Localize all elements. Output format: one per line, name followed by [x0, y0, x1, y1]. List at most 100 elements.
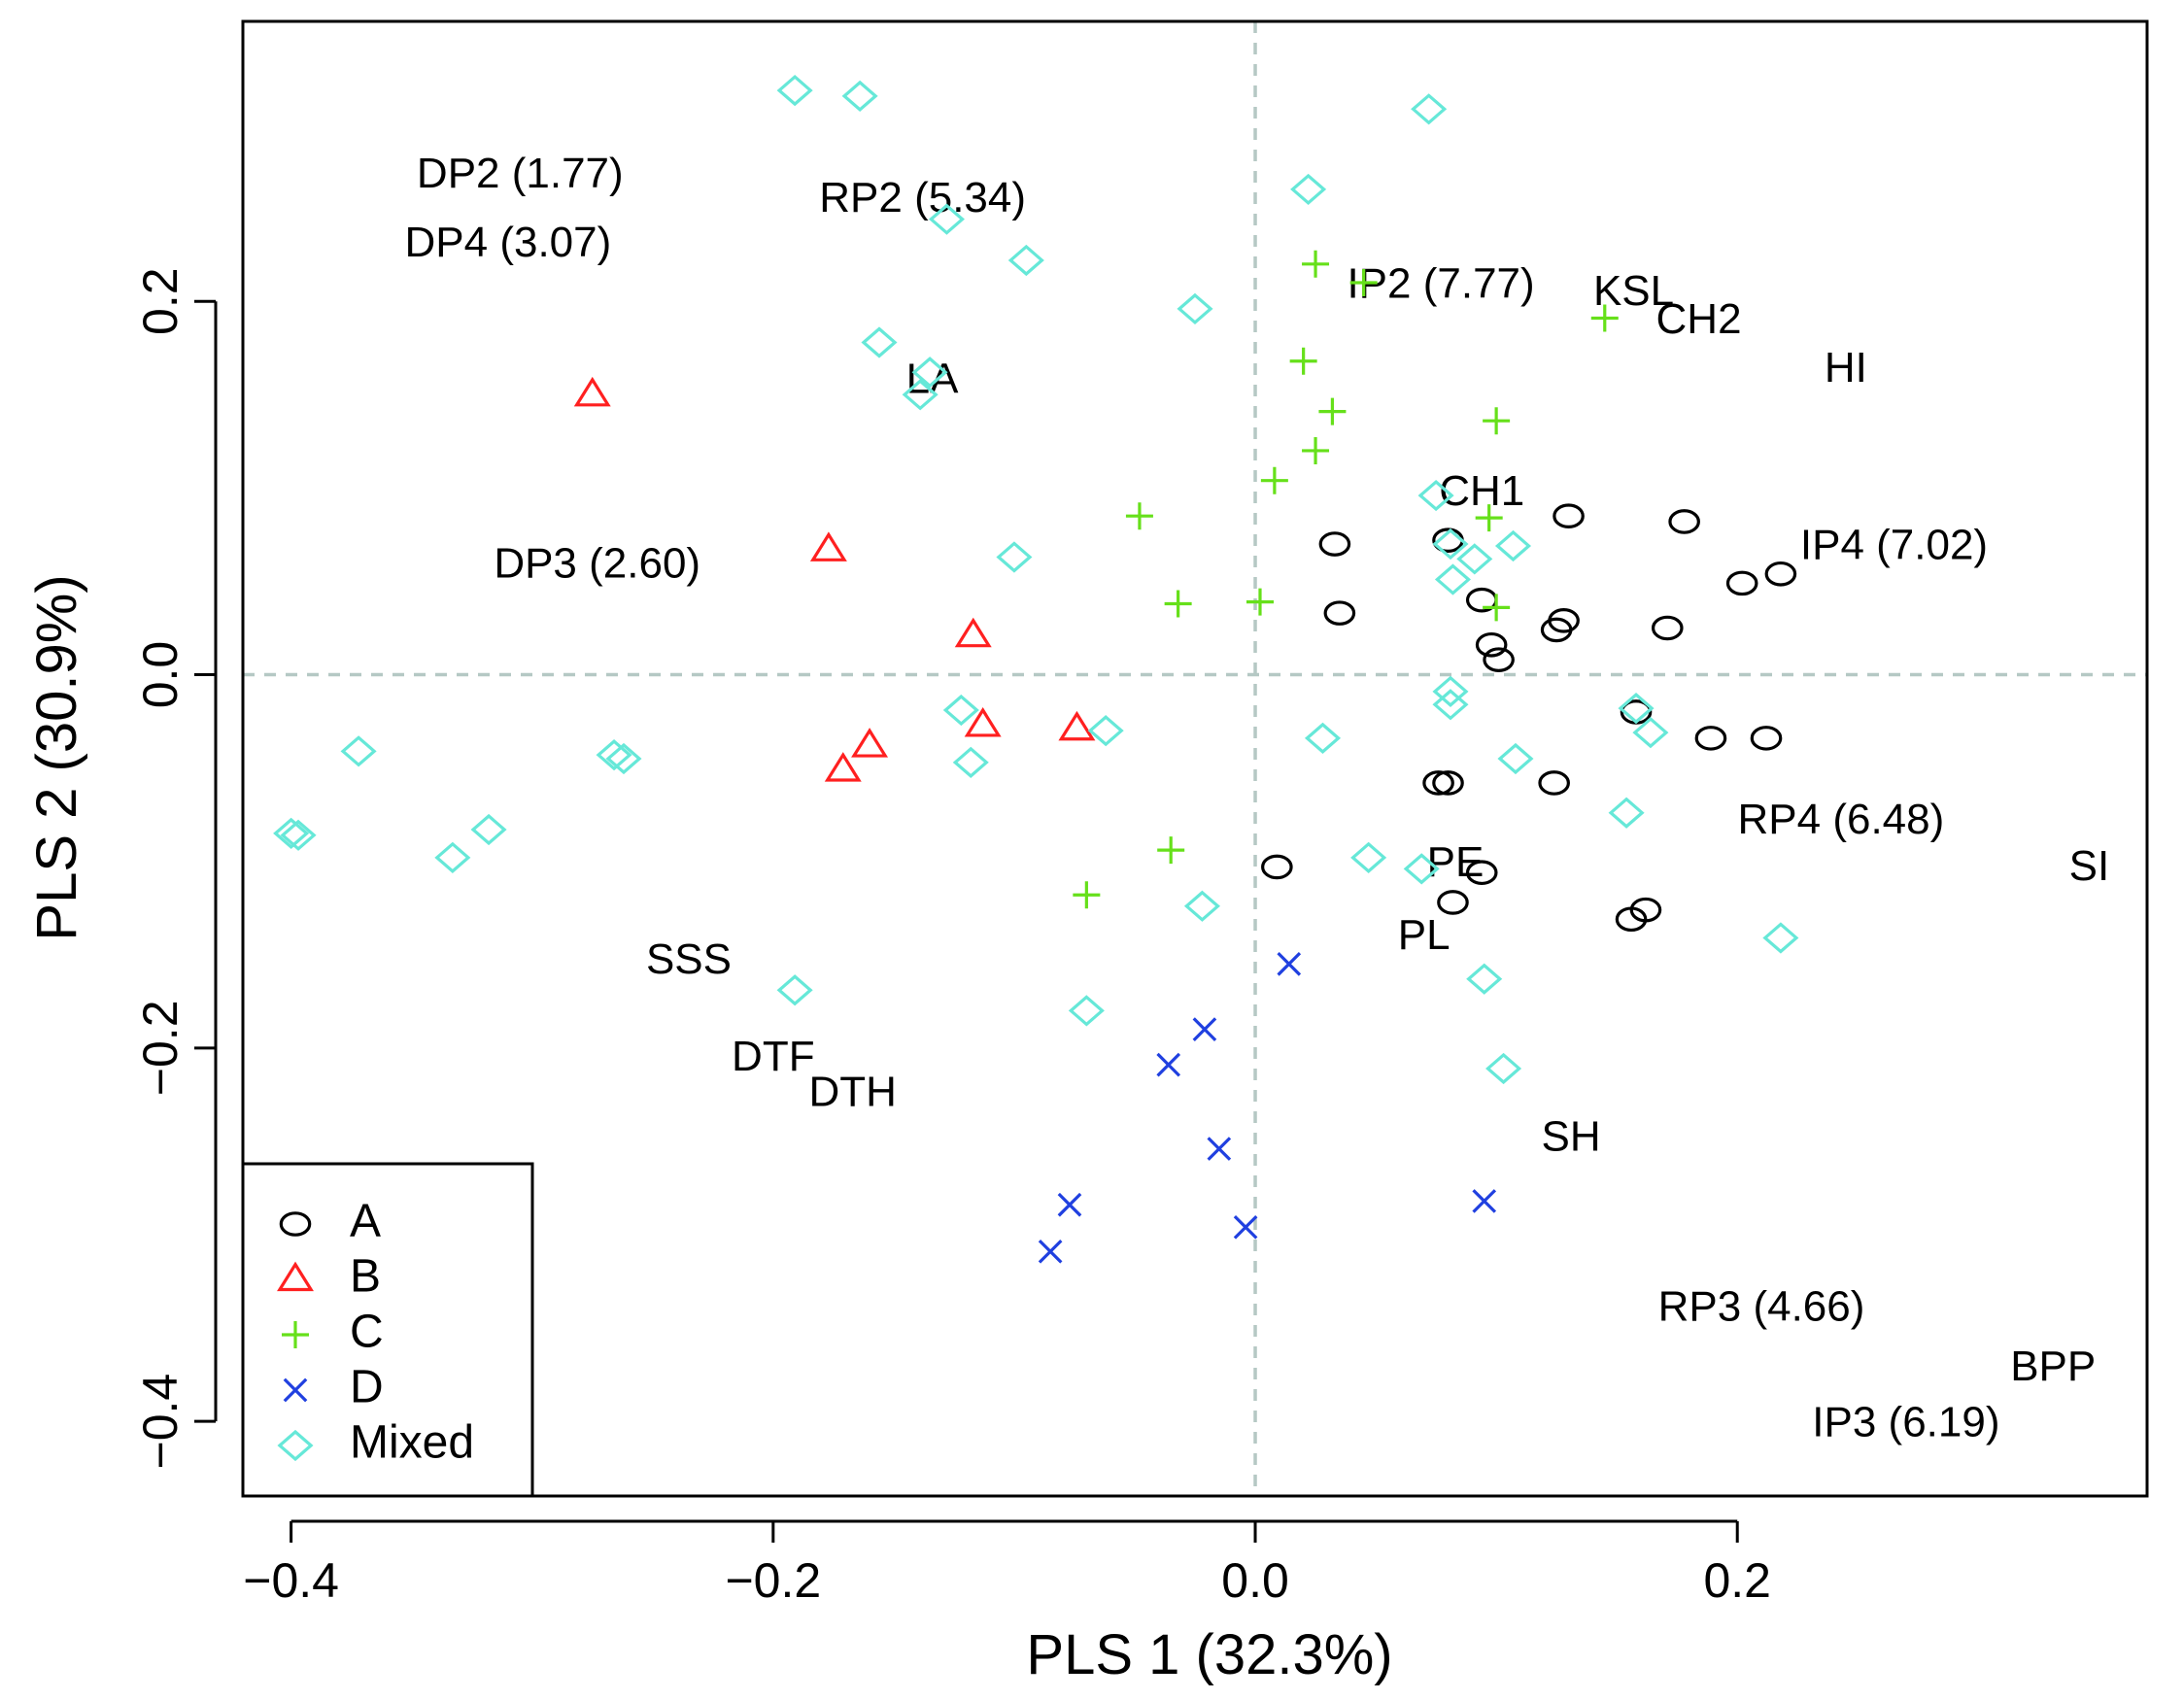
marker-a: [1475, 631, 1508, 658]
marker-c: [1483, 407, 1511, 435]
marker-mixed: [1432, 689, 1469, 721]
x-tick-label: −0.4: [243, 1553, 339, 1608]
marker-mixed: [911, 357, 948, 389]
reference-lines: [243, 21, 2147, 1496]
y-tick-label: 0.2: [133, 267, 188, 335]
marker-mixed: [1608, 797, 1645, 829]
variable-label: RP3 (4.66): [1658, 1282, 1865, 1330]
variable-label: IP2 (7.77): [1347, 259, 1534, 307]
y-tick-label: −0.4: [133, 1374, 188, 1470]
marker-a: [1422, 770, 1454, 796]
marker-b: [954, 617, 992, 648]
marker-mixed: [952, 746, 989, 778]
marker-a: [1764, 561, 1797, 587]
marker-a: [1725, 570, 1758, 596]
variable-label: SH: [1541, 1113, 1600, 1161]
variable-label: SSS: [646, 935, 732, 983]
marker-b: [824, 752, 862, 782]
series-a: [1261, 503, 1797, 933]
variable-label: DTH: [808, 1068, 896, 1115]
marker-c: [1246, 588, 1274, 616]
variable-label: DTF: [732, 1033, 815, 1080]
marker-d: [283, 1377, 308, 1403]
marker-a: [279, 1211, 312, 1237]
marker-b: [964, 706, 1002, 737]
axes: −0.4 −0.2 0.0 0.2 −0.4 −0.2 0.0 0.2: [133, 267, 1771, 1608]
marker-c: [1349, 269, 1378, 297]
marker-mixed: [1007, 244, 1044, 277]
y-axis-title: PLS 2 (30.9%): [25, 574, 88, 940]
marker-mixed: [861, 326, 898, 358]
legend-label: D: [350, 1362, 384, 1413]
marker-a: [1465, 860, 1498, 886]
legend-label: Mixed: [350, 1417, 474, 1469]
marker-b: [851, 728, 889, 758]
marker-mixed: [280, 819, 317, 851]
marker-a: [1538, 770, 1570, 796]
variable-label: CH1: [1439, 467, 1524, 515]
y-tick-label: −0.2: [133, 1000, 188, 1096]
marker-c: [282, 1321, 309, 1348]
marker-b: [809, 531, 847, 561]
marker-a: [1629, 897, 1662, 923]
marker-mixed: [1403, 853, 1440, 885]
marker-a: [1483, 647, 1515, 672]
marker-mixed: [277, 1429, 314, 1462]
marker-c: [1164, 590, 1192, 618]
marker-c: [1073, 881, 1101, 909]
variable-label: DP3 (2.60): [494, 540, 700, 588]
marker-a: [1323, 600, 1356, 626]
marker-mixed: [1290, 173, 1327, 206]
marker-a: [1437, 890, 1469, 915]
marker-mixed: [1304, 722, 1342, 754]
marker-a: [1540, 617, 1573, 643]
variable-label: DP4 (3.07): [405, 219, 612, 266]
variable-label: DP2 (1.77): [417, 150, 624, 197]
marker-c: [1302, 250, 1330, 278]
marker-d: [1472, 1189, 1497, 1213]
marker-mixed: [1466, 963, 1503, 995]
series-mixed: [273, 74, 1799, 1085]
marker-a: [1553, 503, 1585, 529]
marker-b: [573, 376, 611, 407]
marker-c: [1475, 504, 1503, 532]
marker-a: [1432, 770, 1464, 796]
marker-mixed: [596, 739, 632, 771]
variable-label: IP4 (7.02): [1800, 521, 1988, 568]
marker-c: [1302, 436, 1330, 464]
data-points: [273, 74, 1799, 1264]
marker-mixed: [1087, 715, 1124, 747]
marker-mixed: [1183, 890, 1220, 922]
x-axis-title: PLS 1 (32.3%): [1026, 1623, 1392, 1686]
variable-label: RP2 (5.34): [819, 174, 1026, 221]
marker-a: [1318, 531, 1351, 557]
marker-mixed: [928, 203, 965, 235]
legend-box: [241, 1162, 534, 1498]
marker-mixed: [434, 841, 471, 873]
marker-mixed: [841, 80, 878, 112]
series-b: [573, 376, 1096, 782]
marker-mixed: [1485, 1052, 1522, 1085]
marker-mixed: [1068, 995, 1105, 1027]
marker-c: [1260, 466, 1288, 494]
plot-border: [241, 19, 2149, 1498]
x-tick-label: 0.0: [1221, 1553, 1289, 1608]
marker-c: [1125, 502, 1153, 530]
marker-a: [1750, 726, 1783, 751]
marker-a: [1668, 509, 1700, 534]
marker-d: [1277, 952, 1302, 976]
marker-mixed: [942, 694, 979, 727]
marker-mixed: [340, 735, 377, 767]
marker-mixed: [776, 74, 813, 107]
marker-a: [1261, 854, 1293, 880]
legend-label: C: [350, 1307, 384, 1358]
variable-labels: DP2 (1.77) DP4 (3.07) RP2 (5.34) IP2 (7.77)…: [405, 150, 2110, 1445]
marker-c: [1289, 347, 1317, 375]
marker-mixed: [902, 379, 938, 411]
x-tick-label: 0.2: [1703, 1553, 1771, 1608]
marker-d: [1057, 1192, 1082, 1217]
variable-label: KSL: [1593, 267, 1674, 315]
variable-label: BPP: [2010, 1343, 2096, 1390]
